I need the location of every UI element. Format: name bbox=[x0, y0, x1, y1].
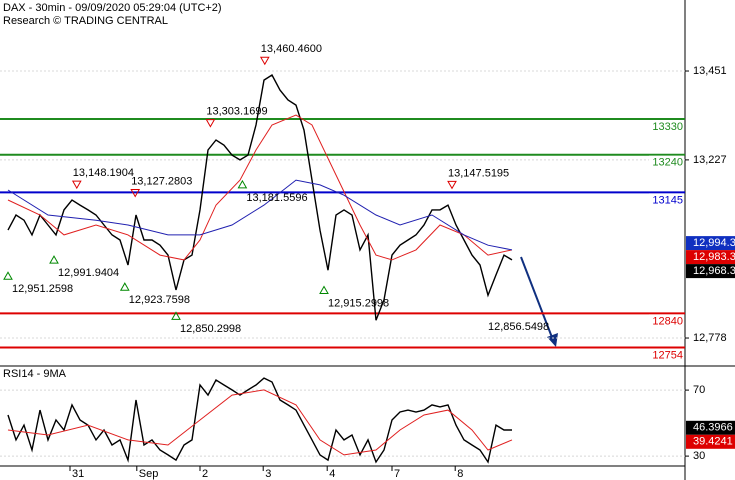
level-label-bg bbox=[649, 314, 684, 328]
pivot-label: 12,951.2598 bbox=[12, 283, 73, 295]
pivot-low bbox=[3, 271, 13, 280]
pivot-low bbox=[319, 285, 329, 295]
pivot-high bbox=[205, 119, 216, 128]
y-tick-label: 12,778 bbox=[693, 332, 727, 344]
pivot-label: 13,181.5596 bbox=[246, 192, 307, 204]
pivot-high bbox=[130, 188, 141, 198]
pivot-low bbox=[237, 179, 248, 189]
price-tag bbox=[686, 236, 735, 251]
x-tick-label: Sep bbox=[139, 468, 159, 480]
level-label-bg bbox=[649, 155, 684, 169]
level-label-bg bbox=[649, 193, 684, 207]
series-line bbox=[7, 74, 513, 321]
pivot-label: 13,148.1904 bbox=[73, 167, 134, 179]
level-label: 13240 bbox=[652, 157, 683, 169]
x-tick-label: 31 bbox=[72, 468, 84, 480]
y-tick-label: 13,451 bbox=[693, 65, 727, 77]
pivot-label: 13,460.4600 bbox=[261, 43, 322, 55]
price-tag-label: 12,968.3 bbox=[693, 265, 735, 277]
series-line bbox=[7, 389, 513, 456]
target-label: 12,856.5498 bbox=[488, 321, 549, 333]
pivot-low bbox=[171, 311, 181, 320]
pivot-low bbox=[49, 255, 59, 264]
pivot-label: 12,915.2998 bbox=[328, 297, 389, 309]
y-tick-label: 30 bbox=[693, 450, 705, 462]
level-label: 13330 bbox=[652, 121, 683, 133]
chart-subtitle: Research © TRADING CENTRAL bbox=[3, 15, 168, 27]
forecast-arrow bbox=[520, 256, 554, 341]
chart-title: DAX - 30min - 09/09/2020 05:29:04 (UTC+2… bbox=[3, 2, 222, 14]
x-tick-label: 3 bbox=[265, 468, 271, 480]
y-tick-label: 13,227 bbox=[693, 154, 727, 166]
level-label: 12840 bbox=[652, 315, 683, 327]
price-tag bbox=[686, 264, 735, 279]
pivot-label: 12,923.7598 bbox=[129, 294, 190, 306]
pivot-label: 13,127.2803 bbox=[131, 175, 192, 187]
pivot-low bbox=[119, 282, 130, 291]
pivot-label: 13,303.1699 bbox=[206, 106, 267, 118]
forecast-arrow-head bbox=[547, 333, 558, 347]
x-tick-label: 4 bbox=[329, 468, 335, 480]
pivot-label: 12,850.2998 bbox=[180, 323, 241, 335]
price-tag-label: 46.3966 bbox=[693, 422, 733, 434]
level-label-bg bbox=[649, 348, 684, 362]
price-tag bbox=[686, 250, 735, 265]
x-tick-label: 8 bbox=[457, 468, 463, 480]
pivot-label: 13,147.5195 bbox=[448, 167, 509, 179]
level-label: 13145 bbox=[652, 194, 683, 206]
series-line bbox=[7, 377, 512, 464]
price-tag bbox=[686, 434, 735, 449]
y-tick-label: 70 bbox=[693, 384, 705, 396]
level-label: 12754 bbox=[652, 349, 683, 361]
price-tag-label: 39.4241 bbox=[693, 436, 733, 448]
series-line bbox=[7, 179, 513, 251]
price-tag-label: 12,983.3 bbox=[693, 251, 735, 263]
rsi-title: RSI14 - 9MA bbox=[3, 368, 67, 380]
price-tag bbox=[686, 420, 735, 435]
pivot-label: 12,991.9404 bbox=[58, 267, 119, 279]
pivot-high bbox=[447, 180, 457, 190]
x-tick-label: 2 bbox=[202, 468, 208, 480]
price-tag-label: 12,994.3 bbox=[693, 237, 735, 249]
pivot-high bbox=[71, 180, 82, 190]
x-tick-label: 7 bbox=[394, 468, 400, 480]
level-label-bg bbox=[649, 120, 684, 134]
pivot-high bbox=[259, 56, 270, 66]
series-line bbox=[7, 114, 513, 261]
